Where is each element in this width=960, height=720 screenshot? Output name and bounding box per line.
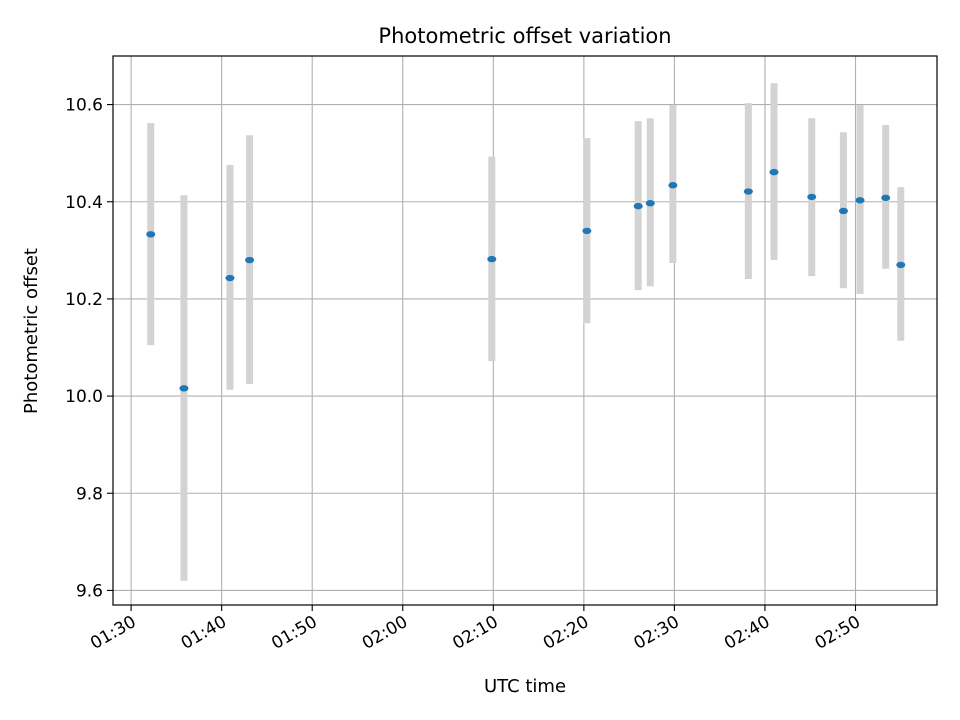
x-tick-label: 01:50 bbox=[268, 612, 320, 654]
y-axis-label: Photometric offset bbox=[21, 248, 42, 414]
x-axis-ticks: 01:30 01:40 01:50 02:00 02:10 02:20 02:30 02:40… bbox=[87, 605, 864, 654]
x-tick-label: 02:00 bbox=[359, 612, 411, 654]
x-axis-label: UTC time bbox=[484, 676, 566, 697]
error-bars bbox=[147, 83, 905, 581]
plot-frame bbox=[112, 55, 938, 606]
data-points bbox=[146, 168, 906, 392]
data-point bbox=[582, 227, 592, 235]
data-point bbox=[855, 197, 865, 204]
data-point bbox=[245, 256, 255, 264]
data-point bbox=[838, 207, 848, 215]
data-point bbox=[668, 182, 678, 189]
y-tick-label: 10.2 bbox=[65, 290, 103, 310]
data-point bbox=[487, 255, 497, 263]
data-point bbox=[881, 194, 891, 202]
x-tick-label: 01:40 bbox=[178, 612, 230, 654]
y-tick-label: 9.6 bbox=[76, 581, 103, 601]
x-tick-label: 02:10 bbox=[449, 612, 501, 654]
data-point bbox=[645, 200, 655, 207]
y-tick-label: 9.8 bbox=[76, 484, 103, 504]
y-tick-label: 10.6 bbox=[65, 96, 103, 116]
data-point bbox=[146, 231, 156, 238]
x-tick-label: 01:30 bbox=[87, 612, 139, 654]
x-tick-label: 02:40 bbox=[721, 612, 773, 654]
data-point bbox=[225, 274, 235, 282]
data-point bbox=[743, 188, 753, 195]
data-point bbox=[179, 385, 189, 392]
y-tick-label: 10.0 bbox=[65, 387, 103, 407]
data-point bbox=[807, 193, 817, 201]
chart-title: Photometric offset variation bbox=[378, 24, 671, 48]
data-point bbox=[896, 261, 906, 269]
x-tick-label: 02:50 bbox=[812, 612, 864, 654]
x-tick-label: 02:20 bbox=[540, 612, 592, 654]
data-point bbox=[633, 202, 643, 210]
y-tick-label: 10.4 bbox=[65, 193, 103, 213]
x-tick-label: 02:30 bbox=[630, 612, 682, 654]
data-point bbox=[769, 168, 779, 176]
y-axis-ticks: 9.6 9.8 10.0 10.2 10.4 10.6 bbox=[65, 96, 113, 601]
